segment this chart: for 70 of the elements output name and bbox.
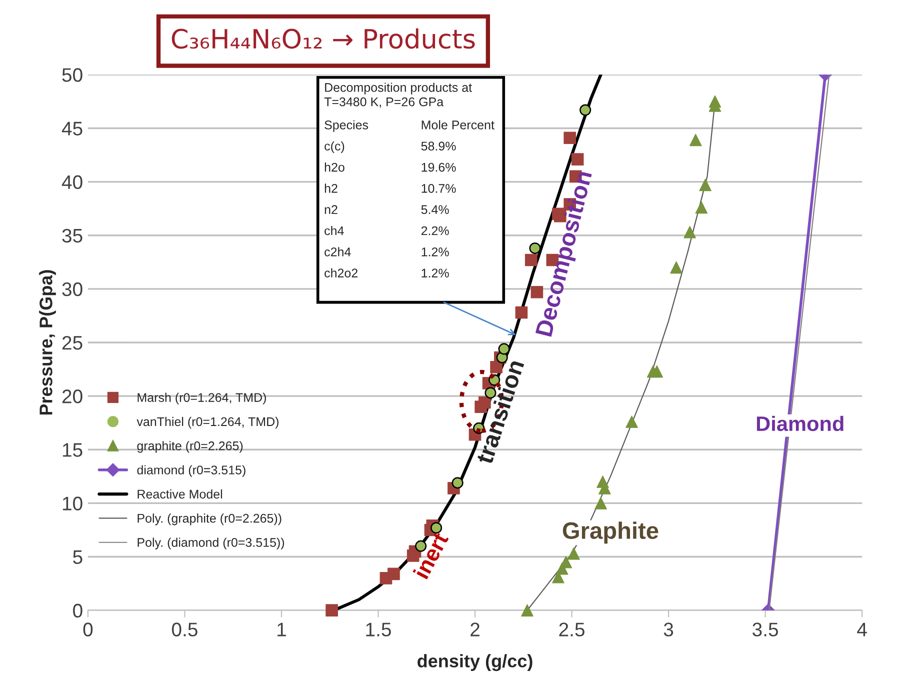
- annotation: Species: [324, 120, 368, 132]
- annotation: Decomposition products at T=3480 K, P=26 GPa: [324, 82, 472, 108]
- point: [430, 522, 442, 534]
- point: [571, 153, 584, 166]
- y-tick-label: 40: [62, 175, 82, 190]
- y-tick-label: 10: [62, 496, 82, 510]
- legend-label: Poly. (graphite (r0=2.265)): [138, 514, 282, 526]
- x-tick-label: 2.5: [559, 622, 584, 636]
- x-tick-label: 1.5: [366, 622, 391, 636]
- annotation: 10.7%: [422, 184, 456, 193]
- y-tick-label: 0: [73, 604, 82, 618]
- legend-label: Marsh (r0=1.264, TMD): [138, 392, 266, 404]
- annotation: c2h4: [324, 247, 351, 256]
- annotation: Mole Percent: [422, 120, 494, 130]
- x-tick-label: 2: [470, 622, 480, 636]
- point: [670, 261, 682, 274]
- x-tick-label: 3.5: [752, 622, 778, 636]
- annotation: 1.2%: [422, 268, 449, 278]
- x-tick-label: 3: [664, 622, 674, 636]
- x-tick-label: 0.5: [172, 622, 198, 636]
- annotation: Graphite: [562, 522, 658, 544]
- x-tick-label: 0: [83, 622, 93, 636]
- x-axis-title: density (g/cc): [418, 654, 532, 672]
- annotation: h2: [324, 184, 338, 193]
- point: [580, 104, 592, 116]
- annotation: ch2o2: [324, 268, 358, 278]
- legend-label: graphite (r0=2.265): [137, 441, 243, 453]
- legend-label: diamond (r0=3.515): [137, 465, 246, 477]
- legend-label: Poly. (diamond (r0=3.515)): [138, 538, 284, 550]
- y-axis-title: Pressure, P(Gpa): [39, 270, 56, 415]
- point: [564, 132, 576, 144]
- annotation: ch4: [324, 226, 344, 236]
- y-tick-label: 45: [62, 122, 82, 136]
- point: [646, 365, 660, 378]
- point: [695, 201, 708, 214]
- point: [596, 476, 609, 488]
- annotation: Diamond: [756, 416, 844, 432]
- annotation: 19.6%: [422, 162, 456, 172]
- point: [689, 134, 702, 146]
- point: [568, 547, 580, 560]
- y-tick-label: 25: [62, 336, 82, 350]
- y-tick-label: 20: [62, 390, 82, 404]
- y-tick-label: 5: [73, 550, 82, 564]
- point: [498, 343, 510, 355]
- annotation: 5.4%: [421, 205, 449, 214]
- y-tick-label: 35: [62, 228, 82, 243]
- annotation: c(c): [324, 141, 344, 153]
- x-tick-label: 4: [857, 622, 867, 636]
- legend-label: Reactive Model: [138, 489, 222, 499]
- point: [626, 416, 638, 428]
- y-tick-label: 30: [62, 282, 82, 296]
- annotation: 1.2%: [422, 247, 449, 256]
- point: [521, 604, 534, 616]
- annotation: 2.2%: [421, 226, 449, 236]
- annotation: inert: [412, 530, 449, 580]
- x-tick-label: 1: [278, 622, 286, 636]
- point: [388, 568, 400, 580]
- point: [326, 604, 338, 616]
- annotation: 58.9%: [421, 142, 456, 151]
- chart-title: C₃₆H₄₄N₆O₁₂ → Products: [172, 28, 475, 49]
- point: [452, 477, 464, 489]
- annotation: n2: [324, 205, 338, 214]
- annotation: h2o: [324, 162, 344, 172]
- point: [699, 178, 712, 192]
- y-tick-label: 50: [62, 68, 82, 82]
- legend-label: vanThiel (r0=1.264, TMD): [136, 416, 278, 429]
- point: [684, 226, 696, 238]
- y-tick-label: 15: [62, 443, 82, 457]
- point: [594, 497, 607, 510]
- point: [515, 306, 528, 319]
